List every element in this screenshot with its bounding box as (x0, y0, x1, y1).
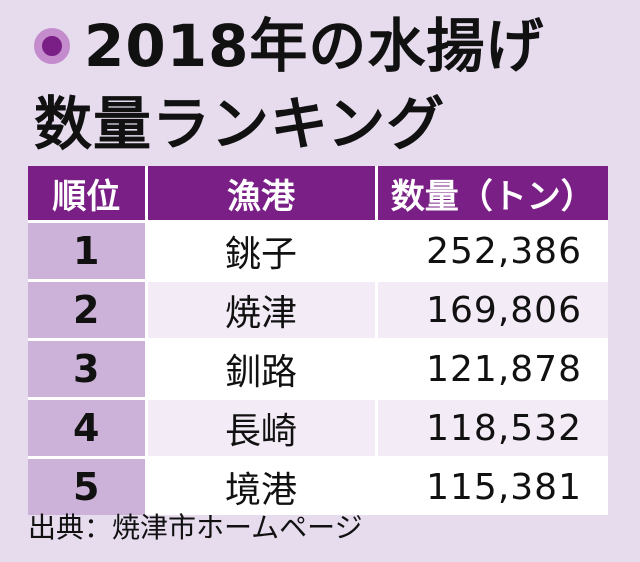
port-cell: 長崎 (144, 397, 378, 459)
rank-cell: 5 (28, 456, 148, 515)
title-row: 2018年の水揚げ (34, 6, 634, 86)
table-row: 2 焼津 169,806 (28, 279, 608, 341)
rank-cell: 1 (28, 220, 148, 282)
title-block: 2018年の水揚げ 数量ランキング (34, 6, 634, 162)
rank-cell: 4 (28, 397, 148, 459)
table-row: 5 境港 115,381 (28, 456, 608, 515)
port-cell: 銚子 (144, 220, 378, 282)
quantity-cell: 169,806 (374, 279, 608, 341)
page-title-line2: 数量ランキング (34, 90, 446, 158)
header-quantity: 数量（トン） (374, 166, 608, 223)
port-cell: 焼津 (144, 279, 378, 341)
rank-cell: 2 (28, 279, 148, 341)
table-header-row: 順位 漁港 数量（トン） (28, 166, 608, 223)
table-row: 1 銚子 252,386 (28, 220, 608, 282)
table-row: 3 釧路 121,878 (28, 338, 608, 400)
source-note: 出典：焼津市ホームページ (28, 511, 363, 544)
page-title-line1: 2018年の水揚げ (84, 12, 545, 80)
port-cell: 釧路 (144, 338, 378, 400)
header-rank: 順位 (28, 166, 148, 223)
ranking-table: 順位 漁港 数量（トン） 1 銚子 252,386 2 焼津 169,806 3 (28, 166, 608, 515)
table-row: 4 長崎 118,532 (28, 397, 608, 459)
rank-cell: 3 (28, 338, 148, 400)
quantity-cell: 118,532 (374, 397, 608, 459)
ranking-table-wrapper: 順位 漁港 数量（トン） 1 銚子 252,386 2 焼津 169,806 3 (28, 166, 608, 515)
header-port: 漁港 (144, 166, 378, 223)
quantity-cell: 115,381 (374, 456, 608, 515)
quantity-cell: 252,386 (374, 220, 608, 282)
port-cell: 境港 (144, 456, 378, 515)
quantity-cell: 121,878 (374, 338, 608, 400)
circle-bullet-icon (34, 28, 70, 64)
